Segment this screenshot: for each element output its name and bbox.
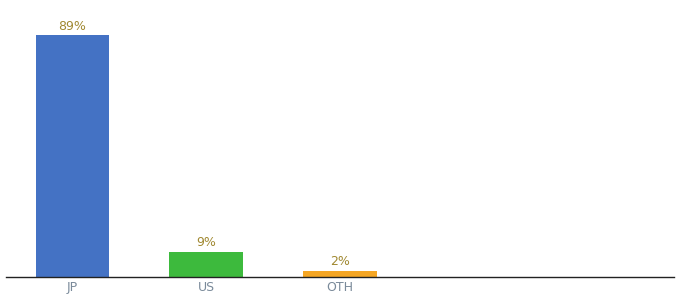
Bar: [35, 35, 109, 277]
Bar: [169, 252, 243, 277]
Text: 9%: 9%: [197, 236, 216, 250]
Text: 89%: 89%: [58, 20, 86, 33]
Text: 2%: 2%: [330, 256, 350, 268]
Bar: [303, 271, 377, 277]
